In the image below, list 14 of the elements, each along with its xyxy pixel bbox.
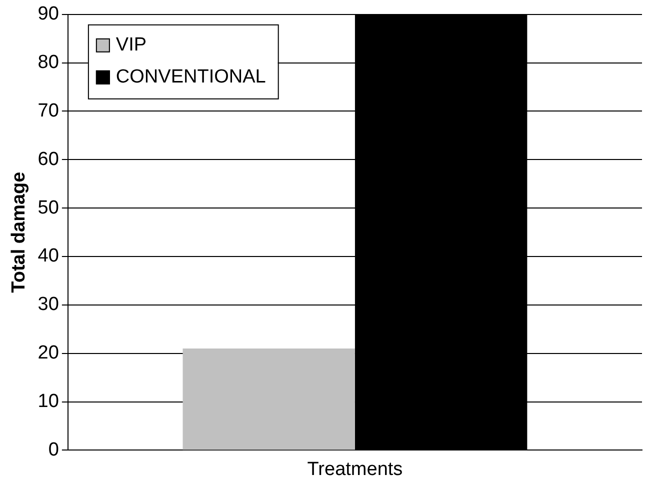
y-tick-label: 40 [38, 246, 59, 267]
y-tick-label: 20 [38, 342, 59, 364]
y-tick-label: 10 [38, 391, 59, 412]
y-tick-label: 70 [38, 100, 59, 122]
x-tick-label: Treatments [307, 458, 403, 480]
y-tick-label: 30 [38, 294, 59, 316]
y-tick-label: 50 [38, 197, 59, 218]
y-tick-label: 80 [38, 52, 59, 74]
y-tick-label: 90 [38, 4, 59, 25]
y-axis-title: Total damage [8, 172, 30, 293]
y-tick-label: 0 [48, 439, 59, 460]
legend-label: CONVENTIONAL [116, 66, 266, 88]
legend-label: VIP [116, 34, 147, 56]
y-tick-label: 60 [38, 148, 59, 170]
